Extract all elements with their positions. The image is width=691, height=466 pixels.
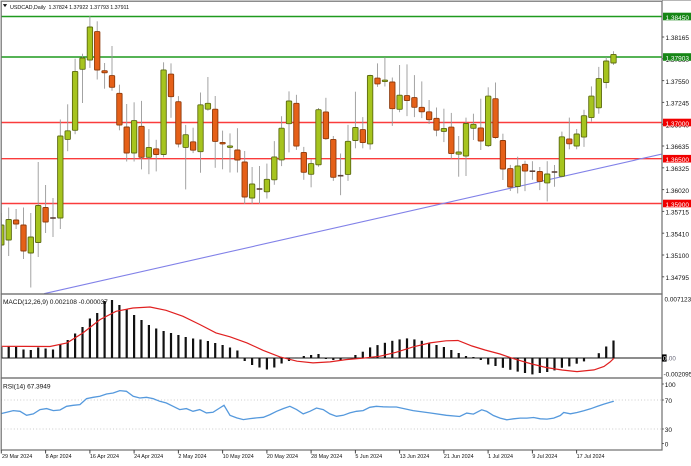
svg-text:1 Jul 2024: 1 Jul 2024 bbox=[488, 454, 513, 460]
svg-text:16 Apr 2024: 16 Apr 2024 bbox=[90, 454, 119, 460]
svg-text:1.36635: 1.36635 bbox=[666, 144, 690, 151]
svg-text:10 May 2024: 10 May 2024 bbox=[223, 454, 254, 460]
svg-text:1.37000: 1.37000 bbox=[666, 121, 690, 128]
svg-text:MACD(12,26,9) 0.002108 -0.0000: MACD(12,26,9) 0.002108 -0.000037 bbox=[3, 299, 108, 306]
svg-text:USDCAD,Daily 1.37824 1.37922: USDCAD,Daily 1.37824 1.37922 1.37793 1.3… bbox=[10, 5, 129, 11]
svg-text:-0.002095: -0.002095 bbox=[664, 371, 691, 378]
svg-text:2 May 2024: 2 May 2024 bbox=[178, 454, 206, 460]
svg-text:17 Jul 2024: 17 Jul 2024 bbox=[577, 454, 605, 460]
svg-text:1.36325: 1.36325 bbox=[666, 166, 690, 173]
svg-text:1.35900: 1.35900 bbox=[666, 202, 690, 209]
svg-text:1.35410: 1.35410 bbox=[666, 231, 690, 238]
svg-text:1.36500: 1.36500 bbox=[666, 157, 690, 164]
svg-text:8 Apr 2024: 8 Apr 2024 bbox=[46, 454, 72, 460]
svg-text:1.37245: 1.37245 bbox=[666, 101, 690, 108]
svg-text:.00: .00 bbox=[667, 355, 676, 362]
svg-text:20 May 2024: 20 May 2024 bbox=[267, 454, 298, 460]
svg-text:1.34795: 1.34795 bbox=[666, 275, 690, 282]
svg-text:100: 100 bbox=[665, 382, 676, 389]
svg-text:28 May 2024: 28 May 2024 bbox=[311, 454, 342, 460]
svg-text:13 Jun 2024: 13 Jun 2024 bbox=[400, 454, 430, 460]
svg-text:0.007123: 0.007123 bbox=[665, 296, 691, 303]
svg-text:1.38450: 1.38450 bbox=[666, 15, 690, 22]
svg-text:29 Mar 2024: 29 Mar 2024 bbox=[2, 454, 32, 460]
svg-text:24 Apr 2024: 24 Apr 2024 bbox=[134, 454, 163, 460]
svg-text:0: 0 bbox=[665, 442, 669, 449]
svg-text:21 Jun 2024: 21 Jun 2024 bbox=[444, 454, 474, 460]
svg-text:1.36020: 1.36020 bbox=[666, 188, 690, 195]
svg-text:30: 30 bbox=[665, 427, 673, 434]
svg-text:RSI(14) 67.3949: RSI(14) 67.3949 bbox=[3, 383, 51, 390]
svg-text:1.35100: 1.35100 bbox=[666, 253, 690, 260]
svg-text:9 Jul 2024: 9 Jul 2024 bbox=[532, 454, 557, 460]
svg-text:1.37903: 1.37903 bbox=[666, 55, 690, 62]
svg-text:1.38165: 1.38165 bbox=[666, 35, 690, 42]
svg-text:5 Jun 2024: 5 Jun 2024 bbox=[355, 454, 382, 460]
svg-text:1.37550: 1.37550 bbox=[666, 79, 690, 86]
svg-text:1.35715: 1.35715 bbox=[666, 210, 690, 217]
svg-text:70: 70 bbox=[665, 398, 673, 405]
